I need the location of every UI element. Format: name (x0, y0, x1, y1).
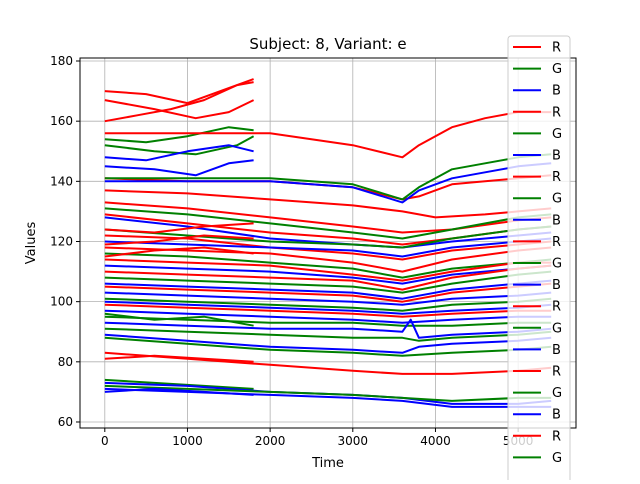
series-line-R-1 (104, 78, 254, 105)
legend-label: R (552, 235, 561, 250)
x-tick-label: 2000 (255, 434, 286, 448)
series-line-R-11 (104, 189, 552, 219)
legend-label: B (552, 343, 561, 358)
legend-label: G (552, 127, 562, 142)
series-line-B-27 (104, 291, 552, 306)
y-tick-label: 180 (50, 54, 73, 68)
series-line-R-12 (104, 201, 552, 234)
y-tick-label: 80 (58, 355, 73, 369)
legend-label: G (552, 451, 562, 466)
series-line-G-36 (104, 336, 552, 357)
y-axis-ticks: 60 80 100 120 140 160 180 (50, 54, 80, 429)
series-line-G-39 (104, 378, 254, 390)
legend-label: R (552, 300, 561, 315)
series-line-R-17 (104, 234, 552, 261)
y-axis-label: Values (24, 222, 39, 265)
series-line-R-30 (104, 303, 552, 318)
series-line-G-8 (104, 153, 552, 201)
x-tick-label: 4000 (420, 434, 451, 448)
y-tick-label: 60 (58, 415, 73, 429)
series-line-G-44 (104, 312, 254, 327)
series-line-R-19 (104, 246, 552, 273)
legend-label: R (552, 170, 561, 185)
legend-label: G (552, 386, 562, 401)
x-tick-label: 0 (101, 434, 109, 448)
legend-label: B (552, 213, 561, 228)
series-line-R-23 (104, 264, 552, 291)
y-tick-label: 160 (50, 114, 73, 128)
legend-label: G (552, 321, 562, 336)
legend-label: G (552, 62, 562, 77)
legend-label: B (552, 408, 561, 423)
series-line-B-43 (104, 387, 254, 396)
series-line-R-10 (104, 111, 552, 159)
legend-label: R (552, 429, 561, 444)
series-line-G-41 (104, 384, 552, 402)
series-line-B-9 (104, 162, 552, 204)
legend-label: R (552, 105, 561, 120)
legend-label: R (552, 41, 561, 56)
series-line-B-33 (104, 318, 552, 339)
series-line-G-28 (104, 297, 552, 312)
legend-label: B (552, 278, 561, 293)
chart-title: Subject: 8, Variant: e (249, 35, 406, 53)
legend-label: R (552, 365, 561, 380)
legend-label: G (552, 192, 562, 207)
series-line-B-31 (104, 309, 552, 324)
series-line-G-34 (104, 327, 552, 342)
legend-box (507, 35, 571, 484)
y-tick-label: 120 (50, 234, 73, 248)
y-tick-label: 140 (50, 174, 73, 188)
series-line-R-47 (104, 246, 254, 258)
legend-label: B (552, 149, 561, 164)
series-line-R-45 (104, 222, 254, 234)
series-line-R-46 (104, 234, 254, 246)
series-line-B-5 (104, 144, 254, 162)
x-axis-label: Time (311, 456, 344, 471)
series-line-B-18 (104, 237, 552, 258)
series-line-G-32 (104, 315, 552, 327)
x-tick-label: 3000 (338, 434, 369, 448)
series-line-B-6 (104, 159, 254, 177)
x-tick-label: 1000 (172, 434, 203, 448)
series-lines (104, 78, 552, 408)
series-line-B-29 (104, 300, 552, 315)
series-line-G-4 (104, 135, 255, 156)
series-line-R-21 (104, 258, 552, 282)
series-line-G-13 (104, 207, 552, 240)
series-line-B-25 (104, 279, 552, 300)
legend-label: B (552, 84, 561, 99)
legend-label: G (552, 257, 562, 272)
series-line-R-2 (104, 99, 255, 120)
series-line-G-3 (104, 126, 254, 144)
series-line-G-24 (104, 270, 552, 294)
plot-frame (79, 57, 577, 429)
series-line-R-26 (104, 282, 552, 303)
series-line-B-35 (104, 333, 552, 354)
y-tick-label: 100 (50, 295, 73, 309)
series-line-R-38 (104, 354, 254, 363)
series-line-R-37 (104, 351, 552, 375)
